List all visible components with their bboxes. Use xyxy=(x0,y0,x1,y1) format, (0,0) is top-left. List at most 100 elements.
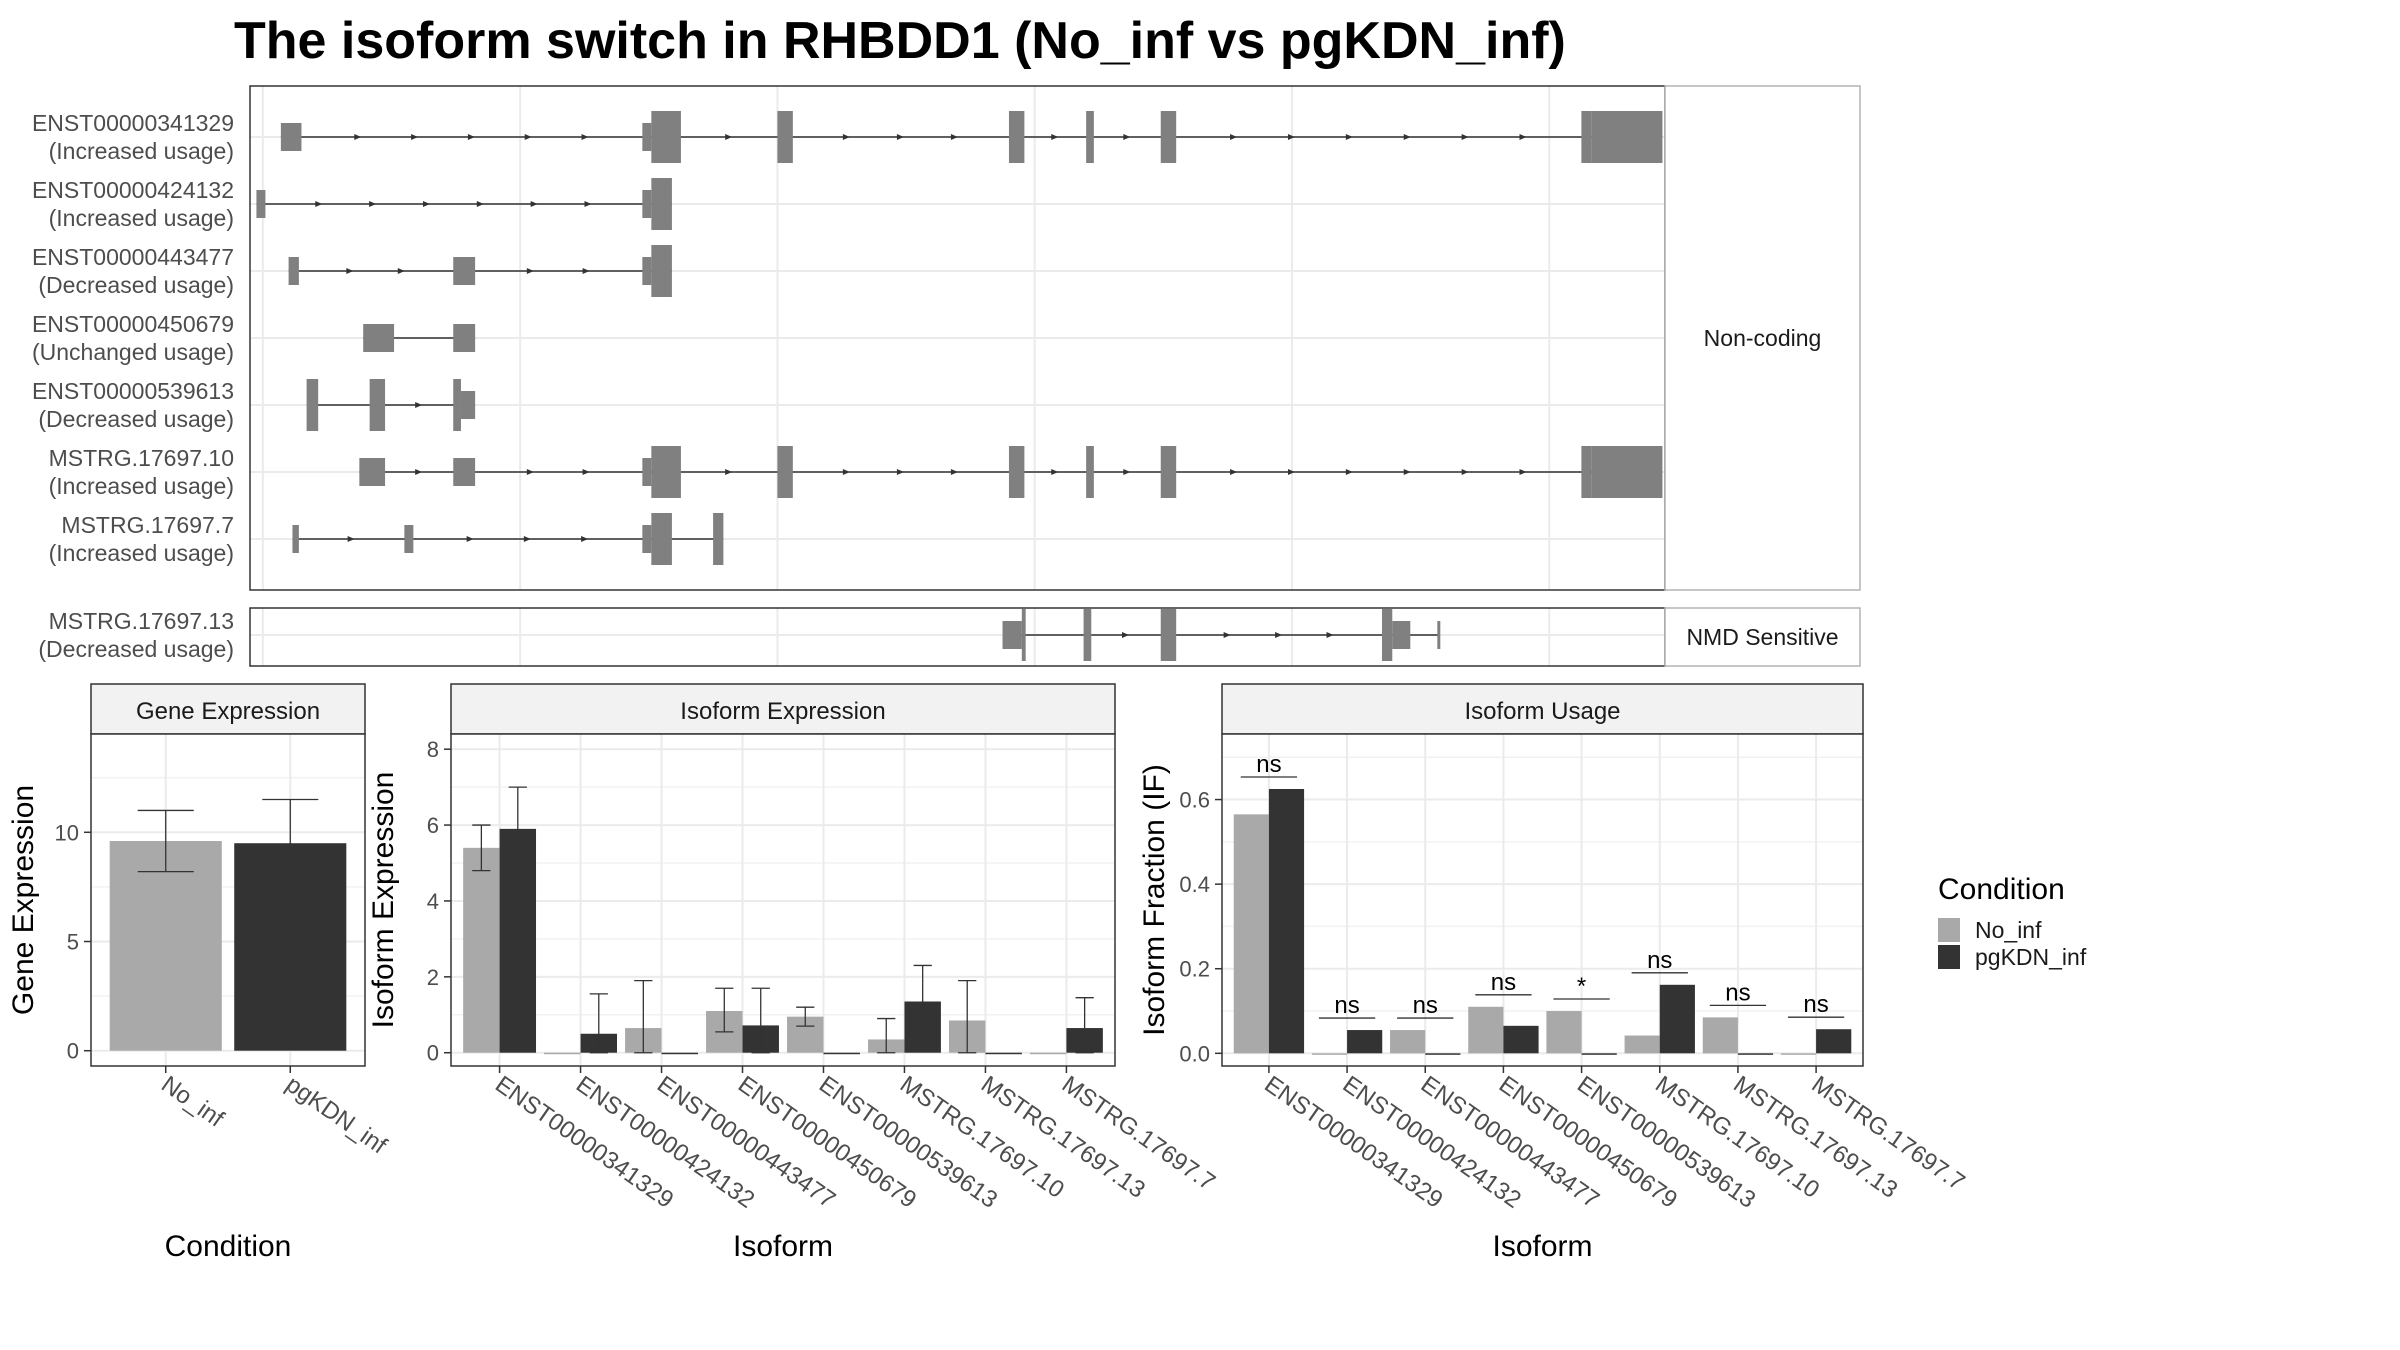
intron-direction-arrow xyxy=(1461,134,1469,140)
intron-direction-arrow xyxy=(581,134,589,140)
transcript-usage-label: (Unchanged usage) xyxy=(32,339,234,365)
exon-block xyxy=(651,513,672,565)
intron-direction-arrow xyxy=(354,134,362,140)
exon-block xyxy=(1392,621,1411,649)
intron-direction-arrow xyxy=(1345,134,1353,140)
exon-block xyxy=(1086,446,1094,498)
exon-block xyxy=(292,525,299,553)
significance-label: ns xyxy=(1725,979,1750,1006)
bar-mark xyxy=(1425,1053,1461,1055)
panel-strip xyxy=(90,683,366,735)
bar-mark xyxy=(1624,1035,1660,1054)
transcript-usage-label: (Increased usage) xyxy=(49,205,234,231)
exon-block xyxy=(642,257,652,285)
intron-direction-arrow xyxy=(950,469,958,475)
y-axis-title: Isoform Fraction (IF) xyxy=(1138,764,1171,1036)
intron-direction-arrow xyxy=(415,402,423,408)
intron-direction-arrow xyxy=(1287,134,1295,140)
significance-label: ns xyxy=(1413,992,1438,1019)
intron-direction-arrow xyxy=(415,469,423,475)
transcript-id-label: MSTRG.17697.7 xyxy=(61,512,234,538)
intron-direction-arrow xyxy=(422,201,430,207)
isoform-expression-panel: Isoform Expression02468ENST00000341329EN… xyxy=(367,683,1220,1263)
exon-block xyxy=(404,525,414,553)
transcript-usage-label: (Decreased usage) xyxy=(38,406,234,432)
bar-mark xyxy=(109,841,222,1051)
x-axis-title: Condition xyxy=(165,1230,292,1263)
intron-direction-arrow xyxy=(467,134,475,140)
intron-direction-arrow xyxy=(1461,469,1469,475)
transcript-id-label: MSTRG.17697.10 xyxy=(49,445,234,471)
intron-direction-arrow xyxy=(725,469,733,475)
y-tick-label: 0.6 xyxy=(1179,788,1210,813)
structure-group-label: NMD Sensitive xyxy=(1686,624,1838,650)
intron-direction-arrow xyxy=(896,469,904,475)
intron-direction-arrow xyxy=(1123,469,1131,475)
exon-block xyxy=(460,391,476,419)
exon-block xyxy=(642,525,652,553)
panel-strip-label: Isoform Usage xyxy=(1464,698,1620,725)
significance-label: ns xyxy=(1491,969,1516,996)
structure-panel-bg xyxy=(250,608,1665,666)
intron-direction-arrow xyxy=(523,536,531,542)
exon-block xyxy=(1591,446,1663,498)
x-tick-label: No_inf xyxy=(156,1071,229,1133)
exon-block xyxy=(777,111,793,163)
exon-block xyxy=(642,190,652,218)
exon-block xyxy=(651,245,672,297)
plot-border xyxy=(1221,733,1864,1067)
intron-direction-arrow xyxy=(476,201,484,207)
isoform-usage-panel: Isoform Usage ns ns ns ns * ns ns ns 0.0 0.2 0.4 0.6… xyxy=(1138,683,1970,1263)
intron-direction-arrow xyxy=(1223,632,1231,638)
transcript-usage-label: (Increased usage) xyxy=(49,473,234,499)
transcript-id-label: ENST00000341329 xyxy=(32,110,234,136)
exon-block xyxy=(1581,111,1592,163)
exon-block xyxy=(453,458,476,486)
structure-group-label: Non-coding xyxy=(1704,325,1822,351)
intron-direction-arrow xyxy=(1122,632,1130,638)
y-tick-label: 0 xyxy=(427,1041,439,1066)
exon-block xyxy=(453,257,476,285)
intron-direction-arrow xyxy=(411,134,419,140)
exon-block xyxy=(288,257,299,285)
exon-block xyxy=(256,190,266,218)
panel-strip xyxy=(450,683,1116,735)
y-tick-label: 0 xyxy=(67,1039,79,1064)
intron-direction-arrow xyxy=(524,134,532,140)
intron-direction-arrow xyxy=(581,536,589,542)
intron-direction-arrow xyxy=(1403,134,1411,140)
bar-mark xyxy=(1503,1025,1539,1054)
intron-direction-arrow xyxy=(582,268,590,274)
exon-block xyxy=(359,458,386,486)
exon-block xyxy=(1591,111,1663,163)
significance-label: ns xyxy=(1334,992,1359,1019)
y-tick-label: 6 xyxy=(427,813,439,838)
exon-block xyxy=(1160,111,1177,163)
legend-swatch xyxy=(1938,918,1960,942)
gene-expression-panel: Gene Expression 0 5 10 No_inf pgKDN_inf Gene E… xyxy=(7,683,392,1263)
intron-direction-arrow xyxy=(842,469,850,475)
structure-group-strip xyxy=(1664,85,1861,591)
bar-mark xyxy=(1311,1053,1348,1055)
bar-mark xyxy=(1546,1011,1582,1054)
bar-mark xyxy=(1581,1053,1617,1055)
intron-direction-arrow xyxy=(1519,469,1527,475)
exon-block xyxy=(453,324,476,352)
intron-direction-arrow xyxy=(725,134,733,140)
significance-label: ns xyxy=(1256,751,1281,778)
exon-block xyxy=(642,458,652,486)
transcript-id-label: ENST00000539613 xyxy=(32,378,234,404)
exon-block xyxy=(1008,446,1025,498)
bar-mark xyxy=(463,847,500,1053)
plot-border xyxy=(90,733,366,1067)
intron-direction-arrow xyxy=(315,201,323,207)
bar-mark xyxy=(1029,1052,1067,1055)
panel-strip-label: Gene Expression xyxy=(136,698,320,725)
exon-block xyxy=(1021,609,1026,661)
y-tick-label: 0.0 xyxy=(1179,1041,1210,1066)
intron-direction-arrow xyxy=(1345,469,1353,475)
intron-direction-arrow xyxy=(1403,469,1411,475)
x-axis-title: Isoform xyxy=(1492,1230,1592,1263)
bar-mark xyxy=(823,1052,860,1055)
